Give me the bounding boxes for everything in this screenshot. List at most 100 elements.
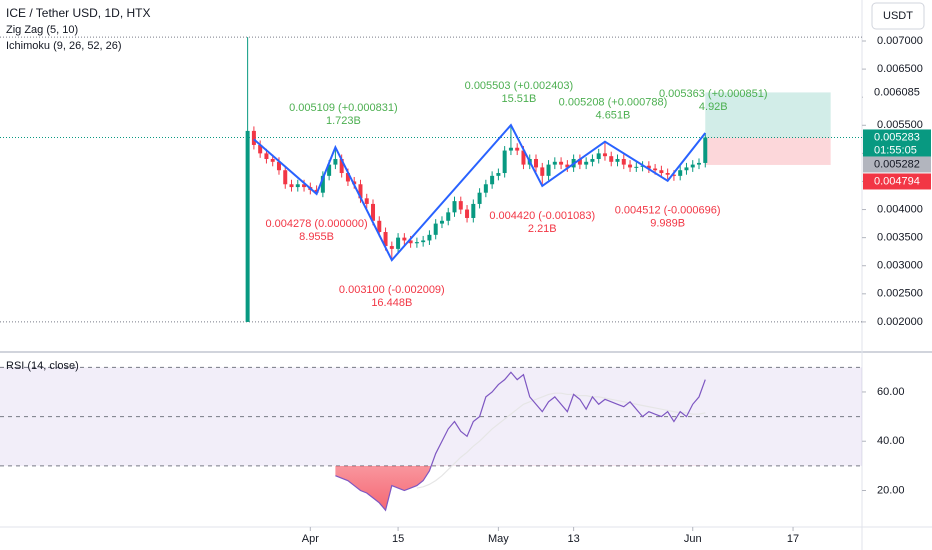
- candle-body: [264, 153, 269, 159]
- zigzag-volume-label: 16.448B: [371, 297, 412, 309]
- y-tick-label: 0.003000: [877, 260, 923, 272]
- zigzag-volume-label: 15.51B: [501, 93, 536, 105]
- indicator-label: Ichimoku (9, 26, 52, 26): [6, 40, 122, 52]
- zigzag-volume-label: 8.955B: [299, 231, 334, 243]
- candle-body: [546, 164, 551, 176]
- candle-body: [327, 164, 332, 176]
- candle-body: [427, 234, 432, 241]
- candle-body: [289, 184, 294, 188]
- candle-body: [703, 137, 708, 163]
- candle-body: [452, 201, 457, 213]
- candle-body: [521, 150, 526, 165]
- position-target-zone: [705, 92, 831, 138]
- rsi-line: [416, 392, 706, 489]
- candle-body: [358, 184, 363, 199]
- zigzag-price-label: 0.004512 (-0.000696): [615, 205, 721, 217]
- candle-body: [490, 175, 495, 185]
- y-tick-label: 0.007000: [877, 35, 923, 47]
- candle-body: [697, 162, 702, 165]
- candle-body: [671, 174, 676, 176]
- candle-body: [653, 168, 658, 171]
- candle-body: [602, 153, 607, 157]
- candle-body: [270, 158, 275, 162]
- candle-body: [245, 130, 250, 322]
- x-tick-label: Jun: [684, 533, 702, 545]
- y-tick-label: 0.005500: [877, 119, 923, 131]
- rsi-band: [0, 367, 862, 466]
- zigzag-price-label: 0.003100 (-0.002009): [339, 284, 445, 296]
- indicator-price-badge: 0.005282: [874, 158, 920, 170]
- candle-body: [383, 232, 388, 247]
- stop-price-badge: 0.004794: [874, 175, 920, 187]
- chart-title: ICE / Tether USD, 1D, HTX: [6, 6, 151, 20]
- candle-body: [590, 158, 595, 162]
- currency-button[interactable]: [871, 2, 925, 30]
- candle-body: [565, 164, 570, 168]
- x-tick-label: 13: [567, 533, 579, 545]
- indicator-label: Zig Zag (5, 10): [6, 24, 78, 36]
- y-tick-label: 60.00: [877, 386, 905, 398]
- candle-body: [333, 158, 338, 165]
- countdown-badge: 01:55:05: [874, 144, 917, 156]
- candle-body: [471, 203, 476, 218]
- zigzag-volume-label: 2.21B: [528, 223, 557, 235]
- y-tick-label: 40.00: [877, 435, 905, 447]
- candle-body: [283, 170, 288, 185]
- y-tick-label: 0.004000: [877, 203, 923, 215]
- candle-body: [414, 242, 419, 244]
- candle-body: [634, 166, 639, 168]
- candle-body: [364, 198, 369, 204]
- zigzag-price-label: 0.004420 (-0.001083): [489, 210, 595, 222]
- y-tick-label: 0.002000: [877, 316, 923, 328]
- indicator-price-badge-bg: [863, 156, 931, 173]
- candle-body: [609, 156, 614, 162]
- currency-button-label[interactable]: USDT: [883, 10, 913, 22]
- candle-body: [483, 184, 488, 193]
- candle-body: [320, 175, 325, 193]
- candle-body: [295, 184, 300, 188]
- candle-body: [496, 173, 501, 176]
- zigzag-volume-label: 4.651B: [596, 110, 631, 122]
- candle-body: [690, 164, 695, 168]
- candle-body: [302, 184, 307, 188]
- target-price-badge: 0.006085: [874, 86, 920, 98]
- candle-body: [508, 147, 513, 151]
- candle-body: [402, 237, 407, 241]
- rsi-title: RSI (14, close): [6, 360, 79, 372]
- candle-body: [665, 173, 670, 175]
- x-tick-label: 15: [392, 533, 404, 545]
- candle-body: [345, 173, 350, 182]
- candle-body: [433, 223, 438, 235]
- candle-body: [515, 147, 520, 151]
- candle-body: [502, 150, 507, 174]
- candle-body: [559, 161, 564, 165]
- candle-body: [458, 201, 463, 210]
- entry-price-badge: 0.005283: [874, 131, 920, 143]
- candle-body: [408, 240, 413, 244]
- zigzag-volume-label: 9.989B: [650, 218, 685, 230]
- candle-body: [615, 158, 620, 162]
- candle-body: [684, 167, 689, 171]
- candle-body: [534, 158, 539, 168]
- rsi-line: [335, 371, 706, 512]
- zigzag-price-label: 0.004278 (0.000000): [266, 218, 368, 230]
- candle-body: [371, 203, 376, 221]
- candle-body: [621, 158, 626, 165]
- candle-body: [251, 130, 256, 145]
- zigzag-price-label: 0.005503 (+0.002403): [465, 80, 574, 92]
- candle-body: [628, 164, 633, 168]
- candle-body: [584, 161, 589, 165]
- y-tick-label: 0.002500: [877, 288, 923, 300]
- x-tick-label: 17: [787, 533, 799, 545]
- x-tick-label: May: [488, 533, 509, 545]
- candle-body: [258, 144, 263, 154]
- zigzag-price-label: 0.005208 (+0.000788): [559, 97, 668, 109]
- candles: [245, 37, 708, 322]
- candle-body: [446, 212, 451, 221]
- candle-body: [596, 153, 601, 159]
- y-tick-label: 20.00: [877, 484, 905, 496]
- entry-badge-bg: [863, 129, 931, 158]
